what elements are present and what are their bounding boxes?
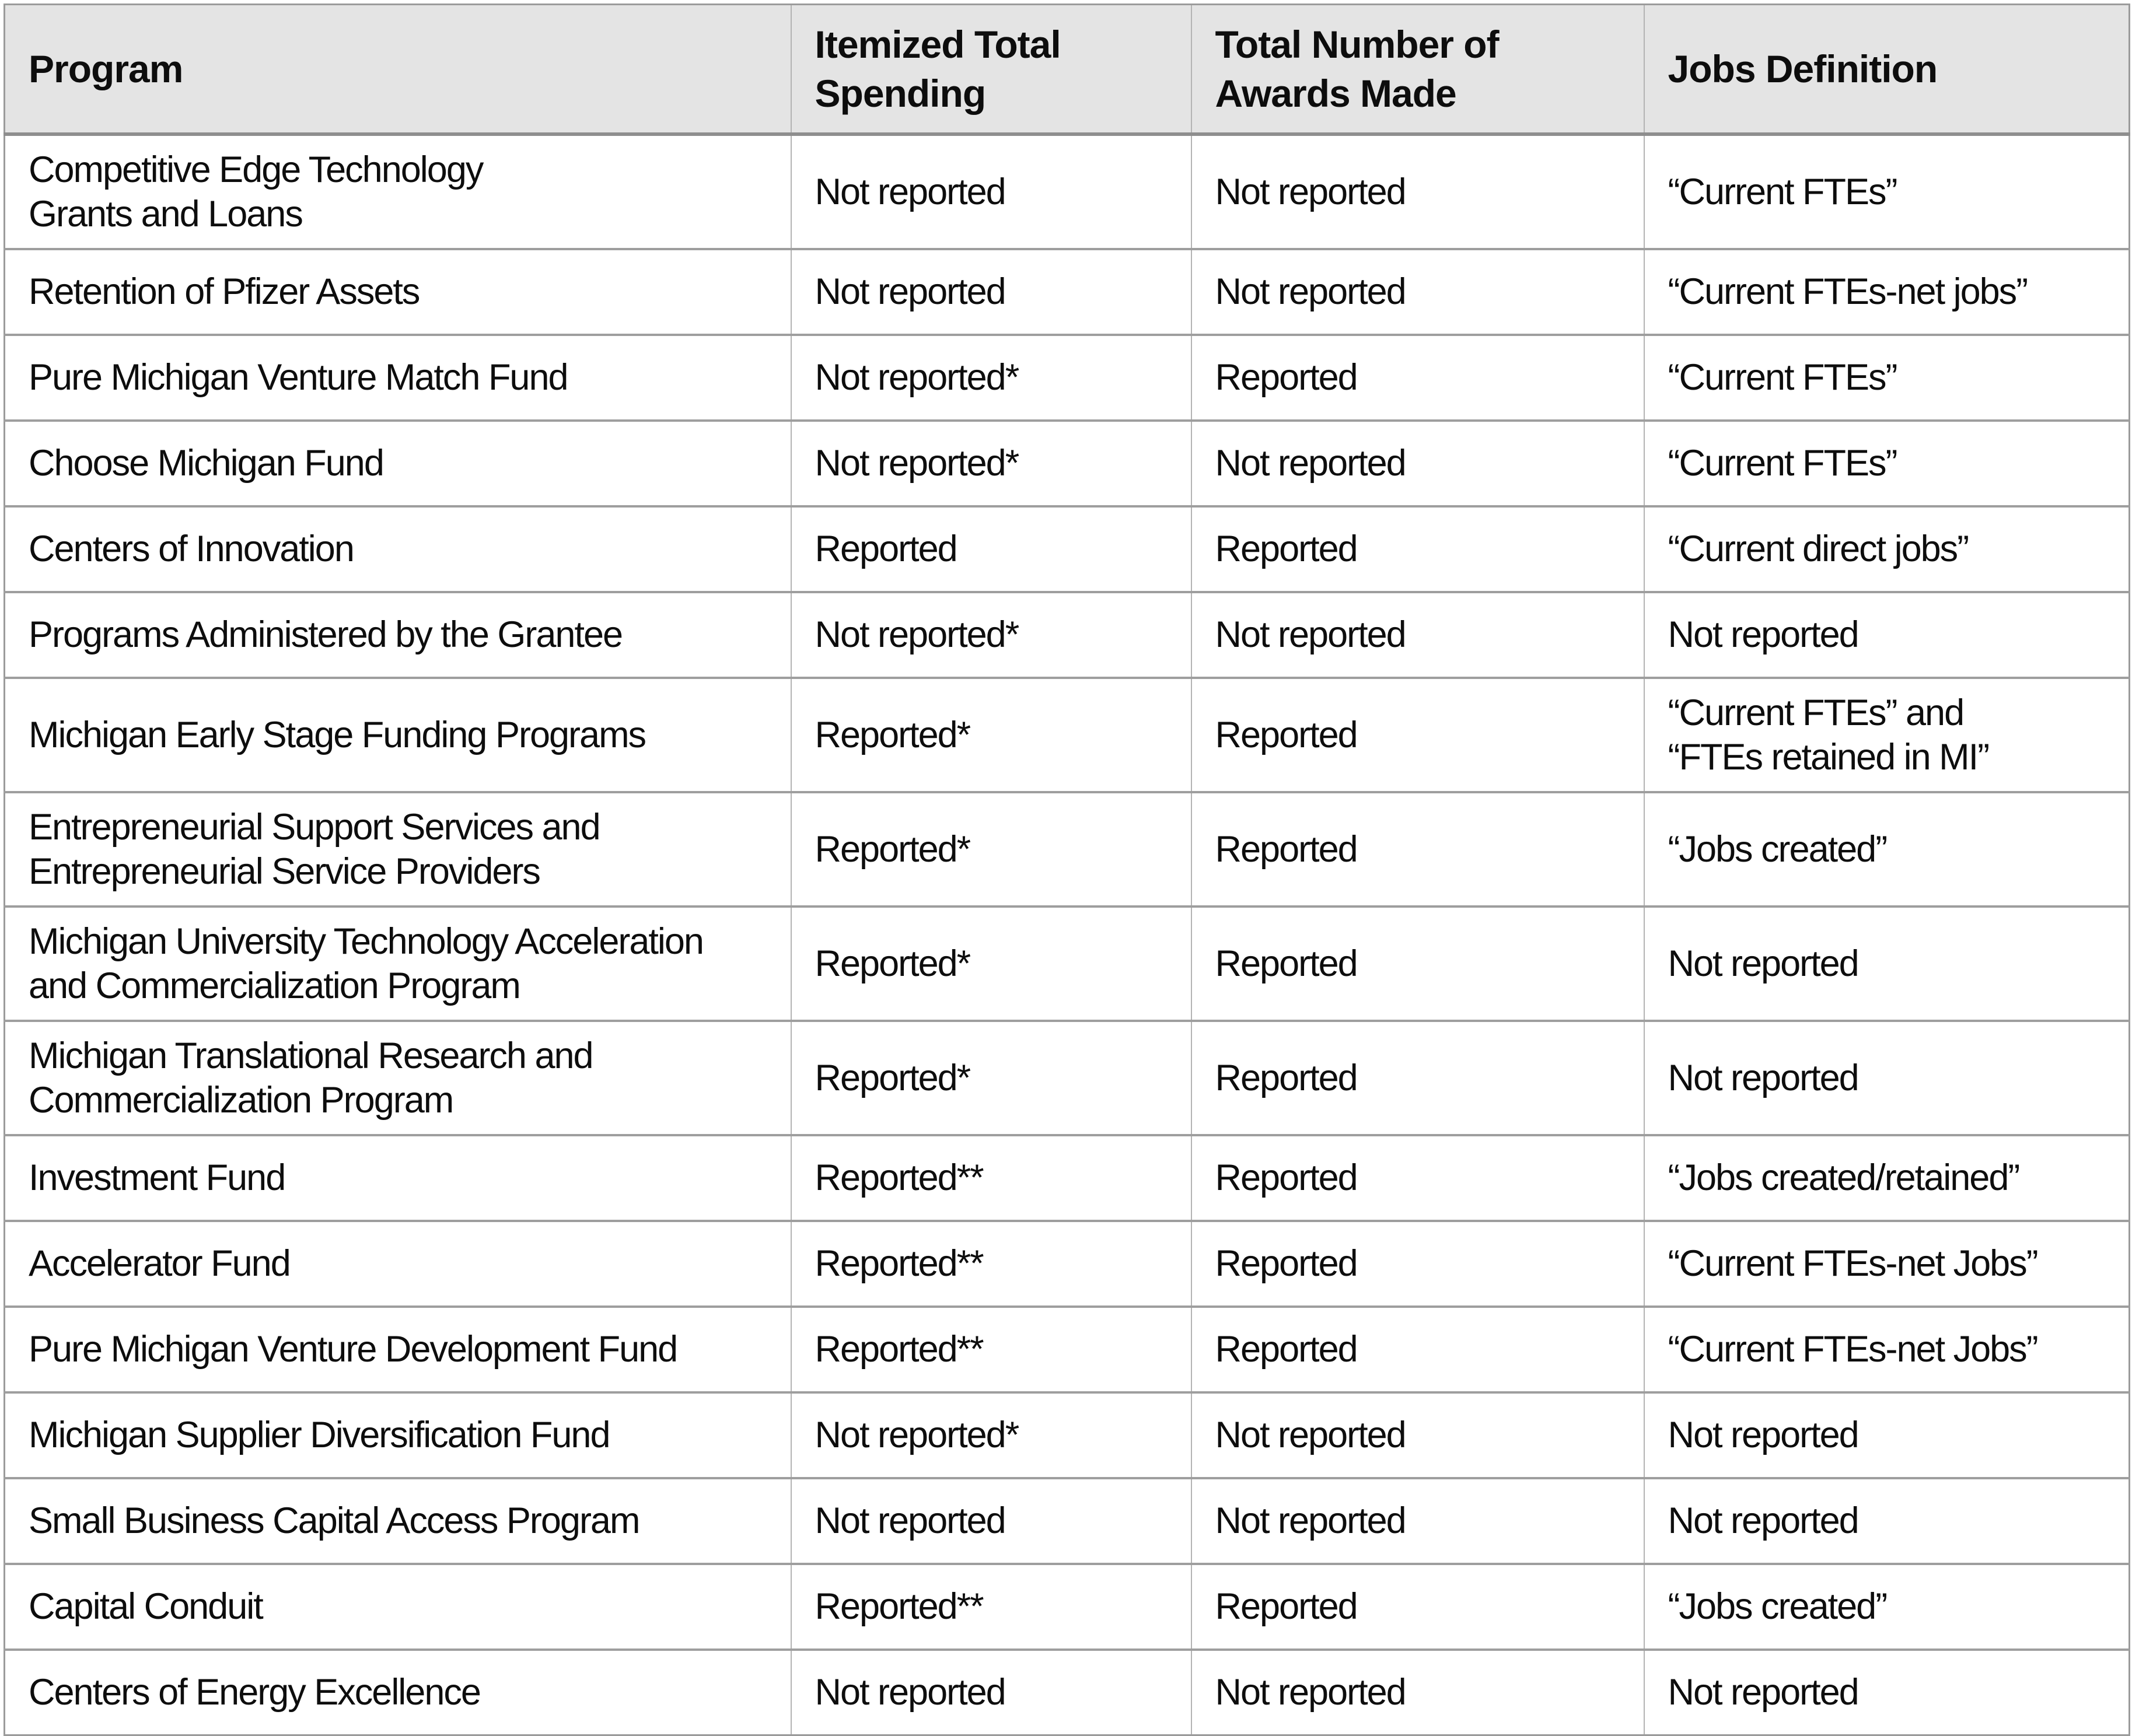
- column-header-spending: Itemized Total Spending: [790, 4, 1191, 136]
- table-row: Michigan Supplier Diversification Fund N…: [4, 1391, 2130, 1478]
- cell-itemized-spending: Reported**: [790, 1562, 1191, 1650]
- column-header-awards: Total Number of Awards Made: [1190, 4, 1644, 136]
- column-header-jobs: Jobs Definition: [1643, 4, 2130, 136]
- cell-jobs-definition: “Current FTEs”: [1643, 419, 2130, 506]
- table-row: Centers of Innovation Reported Reported …: [4, 505, 2130, 592]
- cell-itemized-spending: Reported**: [790, 1219, 1191, 1307]
- table-row: Centers of Energy Excellence Not reporte…: [4, 1648, 2130, 1735]
- cell-program: Centers of Energy Excellence: [4, 1648, 791, 1735]
- cell-itemized-spending: Not reported: [790, 247, 1191, 335]
- table-row: Capital Conduit Reported** Reported “Job…: [4, 1562, 2130, 1650]
- table-row: Entrepreneurial Support Services and Ent…: [4, 790, 2130, 907]
- cell-awards: Not reported: [1190, 132, 1644, 249]
- table-row: Pure Michigan Venture Match Fund Not rep…: [4, 333, 2130, 421]
- cell-awards: Reported: [1190, 505, 1644, 592]
- cell-jobs-definition: “Current FTEs”: [1643, 132, 2130, 249]
- cell-program: Investment Fund: [4, 1133, 791, 1221]
- table-row: Michigan Early Stage Funding Programs Re…: [4, 676, 2130, 792]
- cell-program: Programs Administered by the Grantee: [4, 590, 791, 678]
- cell-jobs-definition: Not reported: [1643, 1476, 2130, 1564]
- cell-jobs-definition: “Jobs created”: [1643, 1562, 2130, 1650]
- cell-itemized-spending: Reported: [790, 505, 1191, 592]
- cell-awards: Reported: [1190, 1219, 1644, 1307]
- table-row: Choose Michigan Fund Not reported* Not r…: [4, 419, 2130, 506]
- cell-itemized-spending: Not reported: [790, 132, 1191, 249]
- cell-program: Retention of Pfizer Assets: [4, 247, 791, 335]
- cell-itemized-spending: Reported*: [790, 905, 1191, 1021]
- cell-jobs-definition: “Jobs created/retained”: [1643, 1133, 2130, 1221]
- cell-jobs-definition: Not reported: [1643, 590, 2130, 678]
- cell-awards: Not reported: [1190, 590, 1644, 678]
- cell-program: Entrepreneurial Support Services and Ent…: [4, 790, 791, 907]
- cell-awards: Not reported: [1190, 1648, 1644, 1735]
- cell-jobs-definition: “Jobs created”: [1643, 790, 2130, 907]
- cell-program: Pure Michigan Venture Development Fund: [4, 1305, 791, 1392]
- cell-itemized-spending: Reported**: [790, 1133, 1191, 1221]
- cell-program: Michigan University Technology Accelerat…: [4, 905, 791, 1021]
- cell-jobs-definition: “Current FTEs-net Jobs”: [1643, 1219, 2130, 1307]
- cell-awards: Not reported: [1190, 1391, 1644, 1478]
- cell-awards: Reported: [1190, 1562, 1644, 1650]
- table-row: Investment Fund Reported** Reported “Job…: [4, 1133, 2130, 1221]
- cell-itemized-spending: Not reported*: [790, 333, 1191, 421]
- cell-program: Michigan Early Stage Funding Programs: [4, 676, 791, 792]
- cell-program: Capital Conduit: [4, 1562, 791, 1650]
- cell-jobs-definition: “Current FTEs-net Jobs”: [1643, 1305, 2130, 1392]
- cell-itemized-spending: Not reported*: [790, 590, 1191, 678]
- table-row: Accelerator Fund Reported** Reported “Cu…: [4, 1219, 2130, 1307]
- cell-awards: Reported: [1190, 1133, 1644, 1221]
- cell-jobs-definition: Not reported: [1643, 1648, 2130, 1735]
- cell-awards: Reported: [1190, 905, 1644, 1021]
- cell-jobs-definition: “Current direct jobs”: [1643, 505, 2130, 592]
- cell-itemized-spending: Not reported*: [790, 419, 1191, 506]
- table-row: Programs Administered by the Grantee Not…: [4, 590, 2130, 678]
- cell-awards: Reported: [1190, 790, 1644, 907]
- cell-program: Michigan Translational Research and Comm…: [4, 1019, 791, 1135]
- column-header-program: Program: [4, 4, 791, 136]
- cell-program: Choose Michigan Fund: [4, 419, 791, 506]
- cell-program: Competitive Edge Technology Grants and L…: [4, 132, 791, 249]
- cell-program: Small Business Capital Access Program: [4, 1476, 791, 1564]
- table-row: Michigan Translational Research and Comm…: [4, 1019, 2130, 1135]
- cell-awards: Reported: [1190, 676, 1644, 792]
- cell-itemized-spending: Not reported: [790, 1476, 1191, 1564]
- header-row: Program Itemized Total Spending Total Nu…: [4, 4, 2130, 136]
- table-row: Retention of Pfizer Assets Not reported …: [4, 247, 2130, 335]
- cell-jobs-definition: “Current FTEs”: [1643, 333, 2130, 421]
- cell-itemized-spending: Not reported: [790, 1648, 1191, 1735]
- cell-awards: Not reported: [1190, 419, 1644, 506]
- cell-itemized-spending: Reported**: [790, 1305, 1191, 1392]
- cell-jobs-definition: “Current FTEs-net jobs”: [1643, 247, 2130, 335]
- cell-awards: Not reported: [1190, 1476, 1644, 1564]
- cell-program: Centers of Innovation: [4, 505, 791, 592]
- cell-jobs-definition: Not reported: [1643, 905, 2130, 1021]
- cell-jobs-definition: “Current FTEs” and “FTEs retained in MI”: [1643, 676, 2130, 792]
- cell-jobs-definition: Not reported: [1643, 1391, 2130, 1478]
- cell-program: Michigan Supplier Diversification Fund: [4, 1391, 791, 1478]
- table-row: Pure Michigan Venture Development Fund R…: [4, 1305, 2130, 1392]
- cell-awards: Reported: [1190, 1305, 1644, 1392]
- program-reporting-table: Program Itemized Total Spending Total Nu…: [4, 4, 2130, 1736]
- cell-awards: Reported: [1190, 333, 1644, 421]
- table-row: Small Business Capital Access Program No…: [4, 1476, 2130, 1564]
- table-row: Competitive Edge Technology Grants and L…: [4, 132, 2130, 249]
- cell-itemized-spending: Not reported*: [790, 1391, 1191, 1478]
- cell-awards: Not reported: [1190, 247, 1644, 335]
- cell-itemized-spending: Reported*: [790, 1019, 1191, 1135]
- cell-itemized-spending: Reported*: [790, 676, 1191, 792]
- cell-program: Pure Michigan Venture Match Fund: [4, 333, 791, 421]
- cell-program: Accelerator Fund: [4, 1219, 791, 1307]
- cell-awards: Reported: [1190, 1019, 1644, 1135]
- cell-jobs-definition: Not reported: [1643, 1019, 2130, 1135]
- table-row: Michigan University Technology Accelerat…: [4, 905, 2130, 1021]
- cell-itemized-spending: Reported*: [790, 790, 1191, 907]
